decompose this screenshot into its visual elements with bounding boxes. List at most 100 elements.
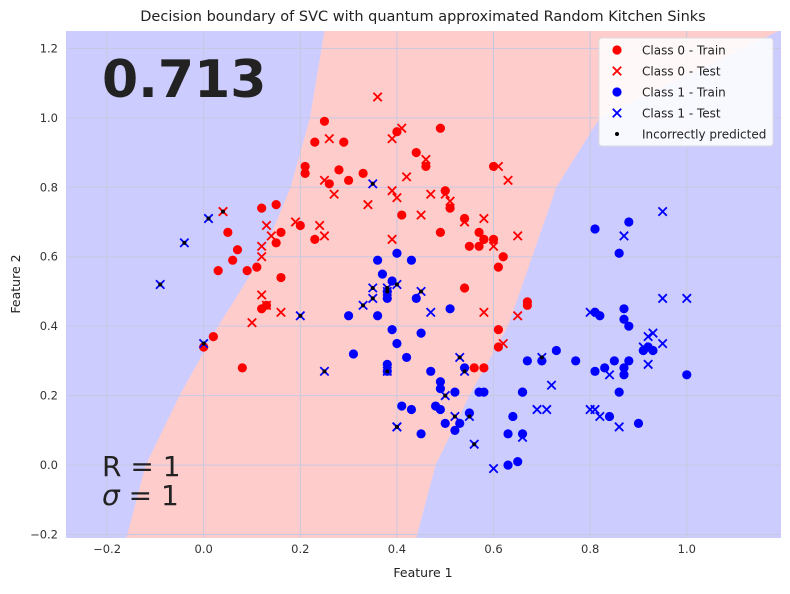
- class-0-train-point: [319, 116, 330, 126]
- class-0-train-point: [493, 342, 503, 352]
- class-1-train-point: [619, 304, 629, 314]
- y-tick-label: −0.2: [30, 528, 58, 542]
- class-0-test-point: [498, 338, 509, 349]
- class-0-train-point: [397, 210, 407, 220]
- y-axis-label: Feature 2: [8, 254, 23, 313]
- class-1-train-point: [416, 429, 426, 439]
- class-0-test-point: [416, 210, 426, 220]
- incorrectly-predicted-point: [385, 289, 390, 294]
- incorrectly-predicted-point: [467, 414, 472, 419]
- score-text: 0.713: [102, 50, 266, 110]
- y-tick-label: 0.0: [40, 458, 58, 472]
- class-1-train-point: [503, 460, 513, 470]
- x-tick-label: 1.0: [678, 542, 696, 556]
- class-0-test-point: [488, 241, 499, 252]
- class-0-test-point: [401, 172, 412, 182]
- legend-marker: [612, 66, 622, 76]
- class-1-train-point: [479, 387, 489, 397]
- class-1-test-point: [604, 369, 615, 380]
- class-1-test-point: [657, 293, 668, 304]
- x-tick-label: 0.2: [291, 542, 309, 556]
- chart-title: Decision boundary of SVC with quantum ap…: [140, 9, 705, 25]
- incorrectly-predicted-point: [182, 240, 187, 245]
- class-0-train-point: [276, 227, 286, 238]
- class-0-train-point: [488, 234, 499, 244]
- legend-label: Incorrectly predicted: [642, 128, 766, 142]
- class-0-test-point: [363, 199, 373, 210]
- incorrectly-predicted-point: [394, 424, 399, 429]
- class-1-train-point: [387, 325, 397, 335]
- class-1-train-point: [624, 356, 634, 366]
- class-1-train-point: [619, 370, 629, 380]
- class-0-train-point: [344, 175, 354, 185]
- class-0-test-point: [387, 234, 397, 245]
- incorrectly-predicted-point: [457, 355, 462, 360]
- sigma-symbol: σ: [102, 479, 121, 512]
- class-0-test-point: [329, 189, 339, 200]
- y-tick-label: 1.2: [40, 41, 58, 55]
- param-sigma-text: σ = 1: [102, 479, 179, 512]
- class-1-train-point: [373, 255, 383, 265]
- class-1-train-point: [590, 307, 600, 317]
- class-0-test-point: [392, 192, 402, 203]
- class-0-train-point: [295, 220, 305, 231]
- class-1-train-point: [430, 401, 441, 411]
- legend-label: Class 0 - Test: [642, 65, 721, 79]
- class-0-test-point: [512, 310, 523, 321]
- class-0-test-point: [445, 196, 455, 206]
- class-1-train-point: [614, 248, 624, 258]
- class-1-train-point: [604, 411, 615, 422]
- class-0-test-point: [421, 154, 431, 165]
- axis-ticks: −0.2 0.0 0.2 0.4 0.6 0.8 1.0 −0.2 0.0 0.2 0.4 0.6 0.…: [30, 41, 696, 556]
- legend-marker: [612, 45, 622, 55]
- class-1-test-point: [657, 206, 668, 217]
- incorrectly-predicted-point: [370, 296, 375, 301]
- class-1-train-point: [503, 429, 513, 439]
- param-r-text: R = 1: [102, 450, 181, 483]
- class-0-train-point: [232, 245, 243, 255]
- incorrectly-predicted-point: [452, 414, 457, 419]
- class-0-train-point: [223, 227, 233, 238]
- class-1-train-point: [401, 352, 412, 363]
- x-axis-label: Feature 1: [393, 565, 452, 580]
- class-1-train-point: [377, 269, 388, 279]
- class-0-test-point: [493, 161, 504, 172]
- class-0-train-point: [392, 127, 402, 137]
- class-0-test-point: [261, 300, 272, 311]
- legend-box: [598, 37, 774, 147]
- class-1-test-point: [681, 293, 692, 304]
- class-0-train-point: [445, 203, 455, 213]
- class-1-test-point: [614, 422, 624, 432]
- class-1-test-point: [541, 404, 552, 415]
- class-1-test-point: [657, 338, 668, 349]
- class-0-train-point: [237, 363, 247, 373]
- class-0-train-point: [300, 161, 310, 172]
- class-0-test-point: [479, 213, 489, 224]
- class-1-test-point: [648, 328, 658, 338]
- class-1-test-point: [643, 359, 653, 370]
- data-points: [155, 92, 692, 474]
- class-0-test-point: [256, 241, 267, 252]
- legend-label: Class 1 - Test: [642, 107, 721, 121]
- y-tick-label: 0.8: [40, 180, 58, 194]
- class-1-train-point: [551, 345, 561, 356]
- class-0-test-point: [324, 133, 335, 144]
- incorrectly-predicted-point: [221, 209, 226, 214]
- class-0-train-point: [493, 262, 503, 272]
- class-1-train-point: [392, 248, 402, 258]
- x-tick-label: 0.8: [581, 542, 599, 556]
- class-1-test-point: [643, 331, 653, 342]
- class-0-train-point: [257, 203, 267, 213]
- class-1-train-point: [397, 401, 407, 411]
- class-1-train-point: [344, 311, 354, 321]
- class-1-train-point: [624, 217, 634, 227]
- class-0-train-point: [257, 304, 267, 314]
- class-0-train-point: [421, 161, 431, 172]
- class-1-train-point: [445, 304, 455, 314]
- class-0-test-point: [319, 231, 330, 241]
- class-0-train-point: [300, 168, 310, 178]
- class-0-test-point: [290, 217, 301, 227]
- class-1-test-point: [532, 404, 542, 415]
- class-0-train-point: [488, 161, 499, 172]
- class-0-train-point: [498, 252, 508, 262]
